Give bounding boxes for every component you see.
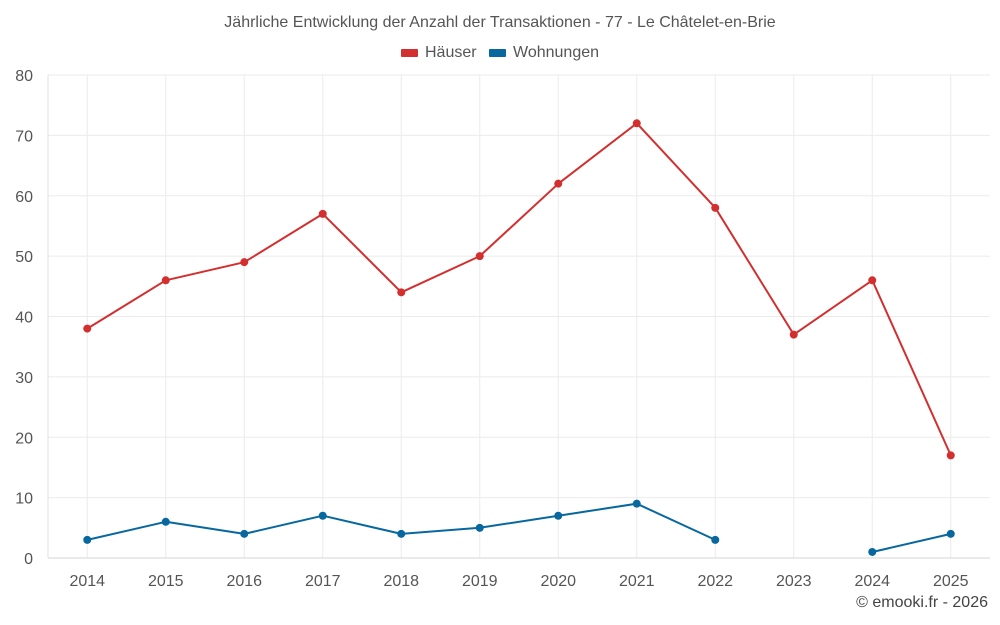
data-point-haeuser [240,258,249,267]
x-tick-label: 2020 [540,573,576,590]
credit: © emooki.fr - 2026 [856,594,988,611]
data-point-wohnungen [554,511,563,520]
data-point-haeuser [397,288,406,297]
data-point-haeuser [868,276,877,285]
x-tick-label: 2018 [383,573,419,590]
legend-item-haeuser[interactable]: Häuser [400,44,477,62]
legend-item-wohnungen[interactable]: Wohnungen [489,44,599,62]
y-tick-label: 0 [24,551,33,568]
legend-label-wohnungen: Wohnungen [513,44,600,61]
x-tick-label: 2021 [619,573,655,590]
y-tick-label: 50 [15,249,33,266]
legend: Häuser Wohnungen [0,44,1000,62]
data-point-wohnungen [397,529,406,538]
data-point-haeuser [711,203,720,212]
data-point-haeuser [554,179,563,188]
y-tick-label: 40 [15,310,33,327]
data-point-haeuser [946,451,955,460]
data-point-haeuser [789,330,798,339]
y-tick-label: 20 [15,430,33,447]
data-point-haeuser [475,252,484,261]
data-point-wohnungen [240,529,249,538]
x-tick-label: 2022 [697,573,733,590]
series-line-haeuser [86,122,952,457]
x-tick-label: 2015 [148,573,184,590]
x-tick-label: 2019 [462,573,498,590]
data-point-haeuser [632,119,641,128]
data-point-wohnungen [161,517,170,526]
legend-swatch-haeuser [400,49,418,57]
data-point-wohnungen [711,535,720,544]
data-point-haeuser [83,324,92,333]
data-point-wohnungen [946,529,955,538]
x-tick-label: 2023 [776,573,812,590]
chart-title: Jährliche Entwicklung der Anzahl der Tra… [224,14,776,31]
data-point-haeuser [318,209,327,218]
y-tick-label: 30 [15,370,33,387]
data-point-wohnungen [318,511,327,520]
series-line-wohnungen [871,532,952,553]
y-tick-label: 80 [15,68,33,85]
data-point-wohnungen [83,535,92,544]
x-tick-label: 2025 [933,573,969,590]
data-point-wohnungen [868,547,877,556]
data-point-wohnungen [475,523,484,532]
x-tick-label: 2017 [305,573,341,590]
data-point-wohnungen [632,499,641,508]
x-tick-label: 2024 [854,573,890,590]
y-tick-label: 10 [15,491,33,508]
legend-swatch-wohnungen [489,49,507,57]
data-point-haeuser [161,276,170,285]
y-tick-label: 70 [15,128,33,145]
legend-label-haeuser: Häuser [424,44,477,61]
x-tick-label: 2014 [69,573,105,590]
y-tick-label: 60 [15,189,33,206]
x-tick-label: 2016 [226,573,262,590]
